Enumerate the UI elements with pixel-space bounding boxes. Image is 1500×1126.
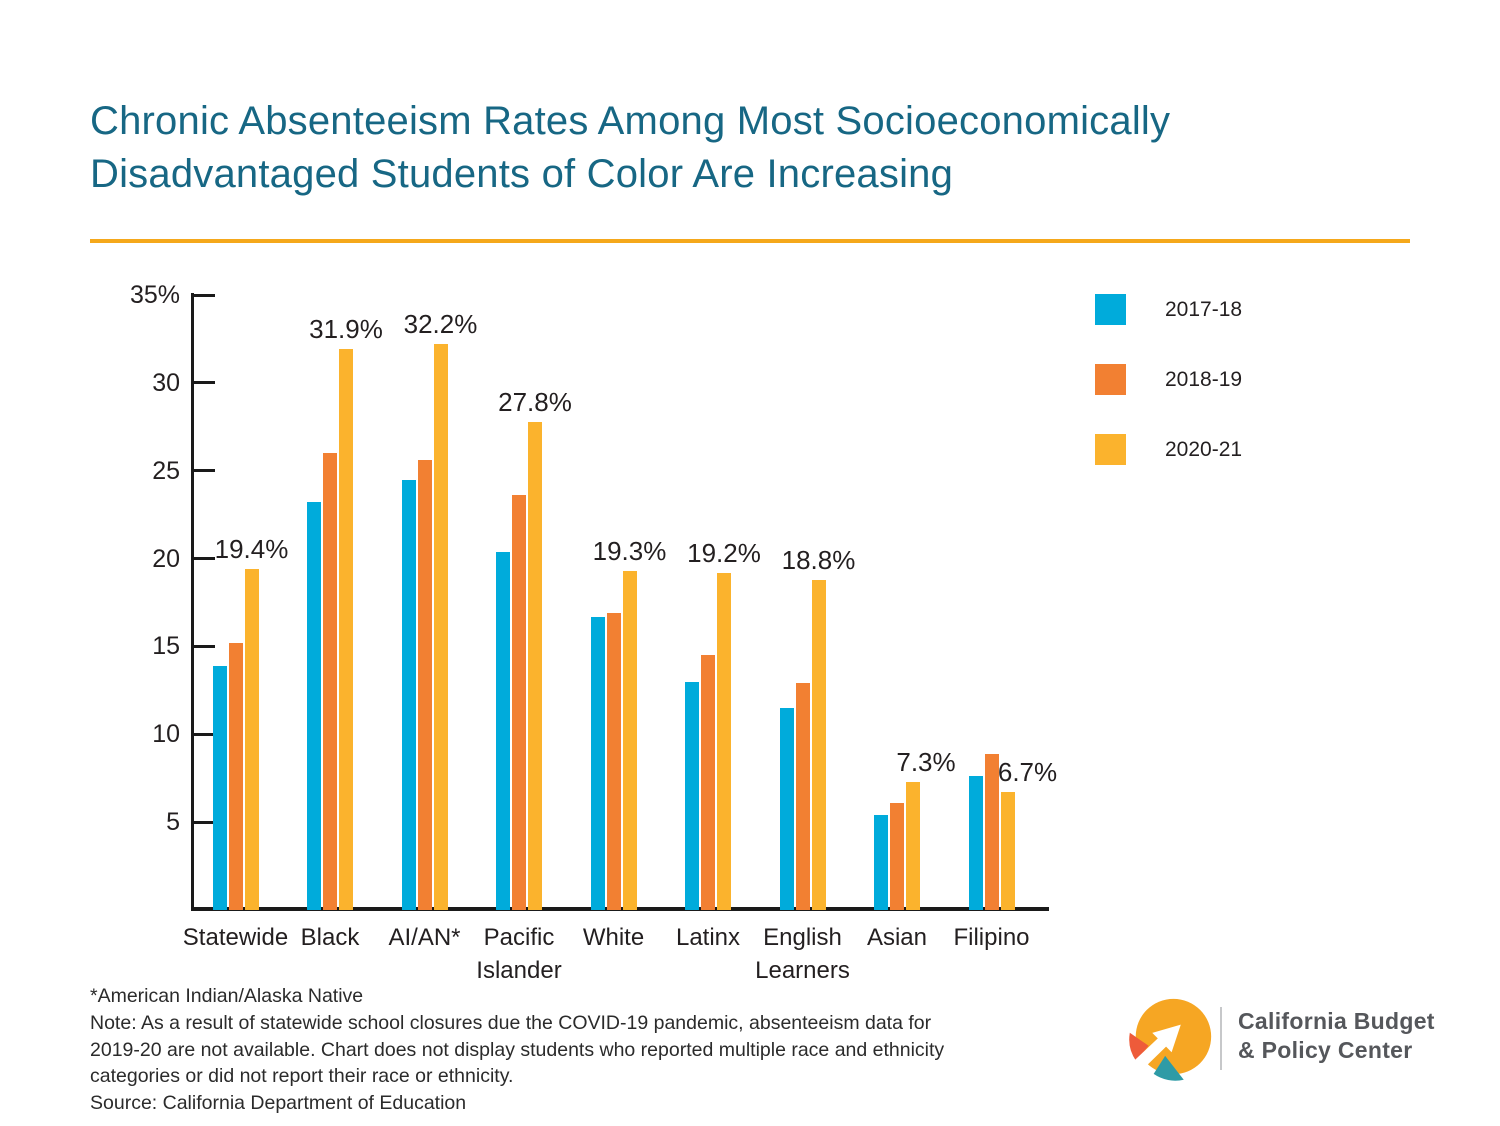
bar-value-label-ai-an: 32.2% — [403, 309, 478, 340]
x-axis-category-statewide: Statewide — [182, 924, 289, 951]
y-axis-tick-label: 30 — [152, 368, 180, 397]
x-axis-category-english-learners: English Learners — [755, 924, 850, 984]
bar-value-label-white: 19.3% — [592, 535, 667, 566]
bar-2020-21-latinx — [717, 572, 731, 910]
x-axis-category-pacific-islander: Pacific Islander — [476, 924, 562, 984]
x-axis-category-latinx: Latinx — [675, 924, 741, 951]
org-name: California Budget & Policy Center — [1238, 1007, 1435, 1065]
y-axis-tick — [194, 644, 215, 648]
y-axis-tick — [194, 469, 215, 473]
x-axis-category-white: White — [582, 924, 645, 951]
bar-value-label-filipino: 6.7% — [997, 757, 1058, 788]
y-axis-tick-label: 10 — [152, 720, 180, 749]
bar-value-label-latinx: 19.2% — [687, 537, 761, 568]
footnote-asterisk: *American Indian/Alaska Native — [90, 985, 364, 1007]
bar-value-label-statewide: 19.4% — [214, 534, 289, 565]
bar-2018-19-english-learners — [795, 683, 810, 910]
bar-2017-18-white — [590, 616, 605, 910]
bar-2020-21-statewide — [244, 569, 259, 910]
x-axis-category-black: Black — [300, 924, 360, 951]
bar-value-label-english-learners: 18.8% — [781, 544, 856, 575]
y-axis-tick-label: 15 — [152, 632, 180, 661]
x-axis-category-filipino: Filipino — [953, 924, 1030, 951]
logo-wedge-teal — [1153, 1055, 1184, 1081]
y-axis-tick-label: 5 — [166, 808, 180, 837]
logo-wedge-orange — [1129, 1032, 1149, 1061]
y-axis-line — [191, 293, 194, 911]
org-logo-icon — [1124, 998, 1212, 1081]
y-axis-tick-label: 35% — [129, 281, 180, 309]
bar-2020-21-pacific-islander — [528, 421, 542, 910]
logo-divider — [1220, 1007, 1222, 1070]
bar-2018-19-statewide — [228, 642, 243, 910]
bar-2017-18-pacific-islander — [496, 551, 510, 910]
bar-2020-21-asian — [906, 781, 920, 910]
bar-2020-21-black — [339, 349, 353, 910]
y-axis-tick — [194, 381, 215, 385]
bar-value-label-black: 31.9% — [309, 314, 383, 345]
bar-2017-18-latinx — [685, 681, 699, 910]
bar-2018-19-black — [323, 453, 337, 910]
footnote-note: Note: As a result of statewide school cl… — [90, 1011, 945, 1088]
legend-label-2018-19: 2018-19 — [1165, 368, 1243, 391]
bar-2018-19-white — [606, 613, 621, 910]
bar-2017-18-ai-an — [401, 479, 416, 910]
legend-label-2017-18: 2017-18 — [1165, 298, 1243, 321]
bar-2017-18-filipino — [968, 776, 983, 910]
bar-2020-21-ai-an — [433, 344, 448, 910]
legend-swatch-2017-18 — [1095, 294, 1126, 325]
bar-2017-18-asian — [874, 815, 888, 910]
footnote-source: Source: California Department of Educati… — [90, 1092, 467, 1115]
bar-value-label-pacific-islander: 27.8% — [498, 386, 572, 417]
bar-2018-19-latinx — [701, 655, 715, 910]
org-name-line1: California Budget — [1238, 1008, 1435, 1034]
bar-2017-18-english-learners — [779, 707, 794, 910]
bar-2018-19-asian — [890, 802, 904, 910]
bar-2020-21-english-learners — [811, 579, 826, 910]
legend-swatch-2020-21 — [1095, 434, 1126, 465]
bar-2020-21-white — [622, 570, 637, 910]
bar-2018-19-ai-an — [417, 460, 432, 910]
title-accent-rule — [90, 239, 1410, 243]
x-axis-category-ai-an: AI/AN* — [388, 924, 461, 951]
y-axis-tick — [194, 293, 215, 297]
y-axis-tick — [194, 557, 215, 561]
bar-2018-19-pacific-islander — [512, 495, 526, 910]
chart-title: Chronic Absenteeism Rates Among Most Soc… — [90, 99, 1171, 196]
bar-2018-19-filipino — [984, 753, 999, 910]
bar-2017-18-black — [307, 502, 321, 910]
footnotes: *American Indian/Alaska Native Note: As … — [90, 983, 1070, 1117]
legend-label-2020-21: 2020-21 — [1165, 438, 1243, 461]
org-name-line2: & Policy Center — [1238, 1037, 1413, 1063]
y-axis-tick-label: 20 — [152, 544, 180, 573]
bar-2020-21-filipino — [1000, 792, 1015, 910]
legend-swatch-2018-19 — [1095, 364, 1126, 395]
y-axis-tick-label: 25 — [152, 456, 180, 485]
bar-value-label-asian: 7.3% — [896, 746, 956, 777]
y-axis-tick — [194, 820, 215, 824]
y-axis-tick — [194, 732, 215, 736]
x-axis-category-asian: Asian — [866, 924, 928, 951]
logo-arrow-cutout — [1124, 1024, 1181, 1079]
bar-2017-18-statewide — [212, 665, 227, 910]
